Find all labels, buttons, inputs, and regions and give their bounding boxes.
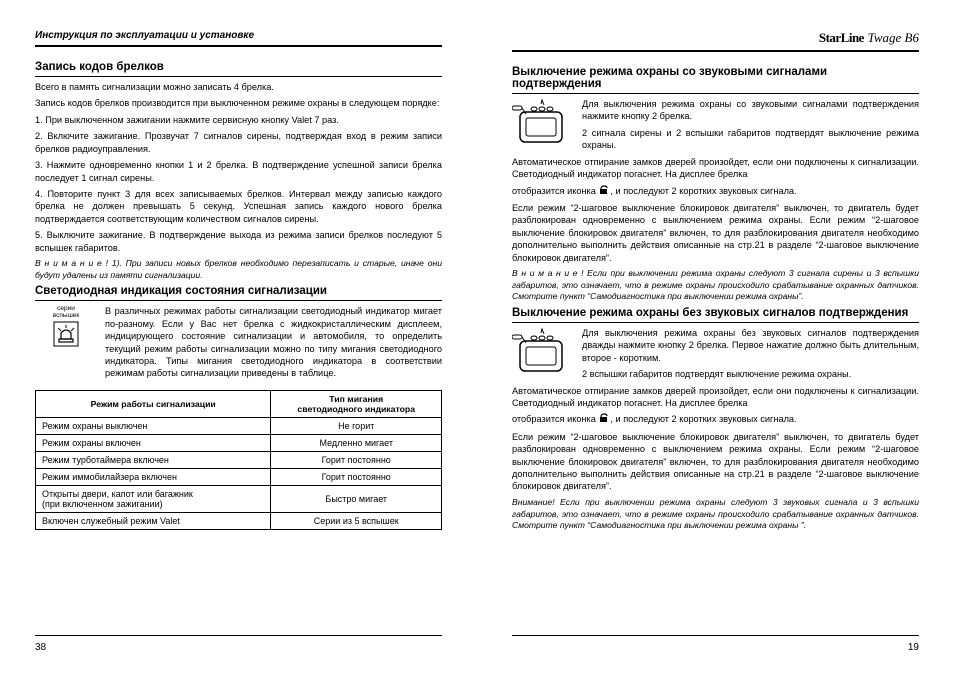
body-text: Для выключения режима охраны без звуковы…: [582, 327, 919, 364]
table-cell: Режим охраны включен: [36, 434, 271, 451]
body-text: Если режим “2-шаговое выключение блокиро…: [512, 202, 919, 264]
model-name: Twage B6: [868, 30, 919, 45]
header-left: Инструкция по эксплуатации и установке: [35, 30, 442, 47]
led-label: серии вспышек: [53, 305, 80, 319]
table-row: Режим турботаймера включенГорит постоянн…: [36, 451, 442, 468]
body-text: Если режим “2-шаговое выключение блокиро…: [512, 431, 919, 493]
body-text: отобразится иконка , и последуют 2 корот…: [512, 413, 919, 426]
keyfob-icon: [512, 98, 567, 146]
note-text: В н и м а н и е ! 1). При записи новых б…: [35, 258, 442, 281]
table-cell: Не горит: [271, 417, 442, 434]
table-cell: Включен служебный режим Valet: [36, 512, 271, 529]
body-text: Всего в память сигнализации можно записа…: [35, 81, 442, 93]
body-text: отобразится иконка , и последуют 2 корот…: [512, 185, 919, 198]
right-column: StarLine Twage B6 Выключение режима охра…: [477, 0, 954, 675]
table-cell: Режим охраны выключен: [36, 417, 271, 434]
body-text: Автоматическое отпирание замков дверей п…: [512, 385, 919, 410]
body-text: 2 вспышки габаритов подтвердят выключени…: [582, 368, 919, 380]
table-cell: Горит постоянно: [271, 451, 442, 468]
table-cell: Горит постоянно: [271, 468, 442, 485]
table-row: Режим охраны включенМедленно мигает: [36, 434, 442, 451]
table-row: Включен служебный режим ValetСерии из 5 …: [36, 512, 442, 529]
section-heading: Выключение режима охраны без звуковых си…: [512, 307, 919, 323]
led-modes-table: Режим работы сигнализации Тип мигания св…: [35, 390, 442, 530]
body-text: 2 сигнала сирены и 2 вспышки габаритов п…: [582, 127, 919, 152]
section-heading: Выключение режима охраны со звуковыми си…: [512, 66, 919, 94]
table-cell: Серии из 5 вспышек: [271, 512, 442, 529]
lock-open-icon: [598, 413, 610, 426]
body-text: 2. Включите зажигание. Прозвучат 7 сигна…: [35, 130, 442, 155]
left-column: Инструкция по эксплуатации и установке З…: [0, 0, 477, 675]
lock-open-icon: [598, 185, 610, 198]
table-row: Режим охраны выключенНе горит: [36, 417, 442, 434]
table-cell: Открыты двери, капот или багажник (при в…: [36, 485, 271, 512]
table-row: Режим иммобилайзера включенГорит постоян…: [36, 468, 442, 485]
page-number: 38: [35, 635, 442, 653]
note-text: В н и м а н и е ! Если при выключении ре…: [512, 268, 919, 303]
table-header: Режим работы сигнализации: [36, 390, 271, 417]
body-text: 3. Нажмите одновременно кнопки 1 и 2 бре…: [35, 159, 442, 184]
section-heading: Запись кодов брелков: [35, 61, 442, 77]
brand-name: StarLine: [819, 30, 864, 45]
page-number: 19: [512, 635, 919, 653]
table-cell: Режим турботаймера включен: [36, 451, 271, 468]
section-heading: Светодиодная индикация состояния сигнали…: [35, 285, 442, 301]
remote-icon: [512, 327, 574, 375]
siren-icon: [53, 321, 79, 347]
keyfob-icon: [512, 327, 567, 375]
table-row: Открыты двери, капот или багажник (при в…: [36, 485, 442, 512]
note-text: Внимание! Если при выключении режима охр…: [512, 497, 919, 532]
led-icon-box: серии вспышек: [35, 305, 97, 347]
table-cell: Быстро мигает: [271, 485, 442, 512]
body-text: 1. При выключенном зажигании нажмите сер…: [35, 114, 442, 126]
body-text: Запись кодов брелков производится при вы…: [35, 97, 442, 109]
body-text: 5. Выключите зажигание. В подтверждение …: [35, 229, 442, 254]
table-cell: Режим иммобилайзера включен: [36, 468, 271, 485]
table-header: Тип мигания светодиодного индикатора: [271, 390, 442, 417]
header-right: StarLine Twage B6: [512, 30, 919, 52]
page-spread: Инструкция по эксплуатации и установке З…: [0, 0, 954, 675]
body-text: В различных режимах работы сигнализации …: [105, 305, 442, 380]
remote-icon: [512, 98, 574, 146]
body-text: Автоматическое отпирание замков дверей п…: [512, 156, 919, 181]
body-text: 4. Повторите пункт 3 для всех записываем…: [35, 188, 442, 225]
body-text: Для выключения режима охраны со звуковым…: [582, 98, 919, 123]
table-cell: Медленно мигает: [271, 434, 442, 451]
